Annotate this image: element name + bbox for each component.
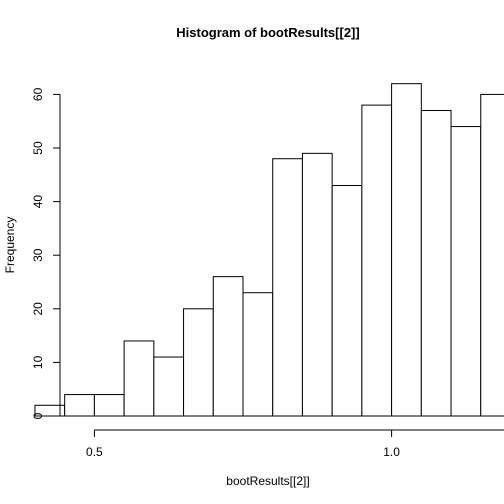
x-tick-label: 1.0 [383, 445, 400, 459]
x-tick-label: 0.5 [86, 445, 103, 459]
chart-title: Histogram of bootResults[[2]] [176, 25, 359, 40]
y-tick-label: 50 [31, 141, 45, 155]
y-tick-label: 0 [31, 412, 45, 419]
histogram-bar [361, 104, 393, 417]
histogram-bar [480, 93, 504, 417]
histogram-bar [183, 308, 214, 417]
histogram-bar [301, 152, 333, 417]
histogram-bar [272, 158, 303, 417]
bars-group [34, 83, 504, 417]
histogram-bar [450, 126, 482, 417]
histogram-bar [331, 185, 363, 417]
x-axis-label: bootResults[[2]] [226, 474, 309, 488]
x-axis: 0.51.01.52.0 [86, 429, 504, 459]
histogram-bar [64, 394, 95, 417]
histogram-bar [153, 356, 185, 417]
y-tick-label: 30 [31, 248, 45, 262]
y-tick-label: 60 [31, 87, 45, 101]
histogram-bar [93, 394, 125, 417]
y-tick-label: 10 [31, 355, 45, 369]
histogram-bar [420, 109, 452, 417]
histogram-bar [212, 276, 244, 417]
y-tick-label: 40 [31, 195, 45, 209]
histogram-bar [123, 340, 155, 417]
y-axis-label: Frequency [3, 217, 17, 274]
y-tick-label: 20 [31, 302, 45, 316]
histogram-bar [242, 292, 274, 417]
y-axis: 0 10 20 30 40 50 60 [31, 87, 61, 419]
histogram-bar [391, 83, 422, 417]
